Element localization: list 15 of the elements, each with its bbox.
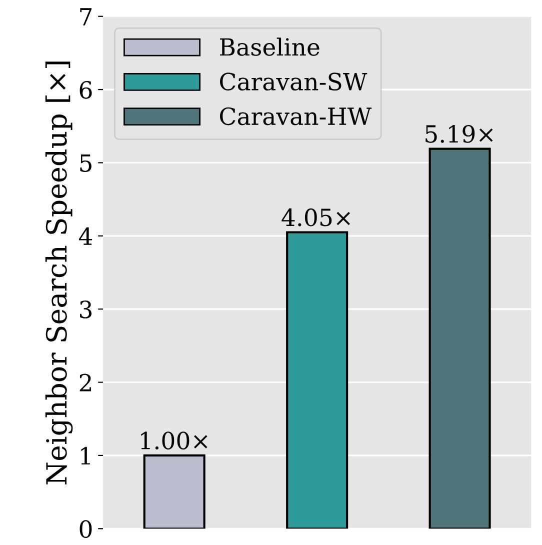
data-label: 1.00×	[141, 432, 208, 450]
data-label: 4.05×	[282, 208, 350, 226]
legend-label: Caravan-SW	[220, 72, 368, 91]
y-axis-title: Neighbor Search Speedup [×]	[45, 62, 73, 484]
y-tick-label: 2	[80, 374, 91, 392]
y-tick-label: 6	[80, 80, 92, 99]
y-tick-label: 1	[81, 446, 90, 464]
y-tick-label: 3	[80, 300, 92, 318]
data-label: 5.19×	[426, 124, 493, 143]
y-tick-label: 7	[80, 8, 92, 26]
legend-label: Baseline	[220, 38, 320, 56]
y-tick-label: 5	[80, 154, 92, 172]
y-tick-label: 0	[80, 520, 92, 538]
y-tick-label: 4	[78, 227, 92, 245]
legend-label: Caravan-HW	[220, 107, 372, 126]
